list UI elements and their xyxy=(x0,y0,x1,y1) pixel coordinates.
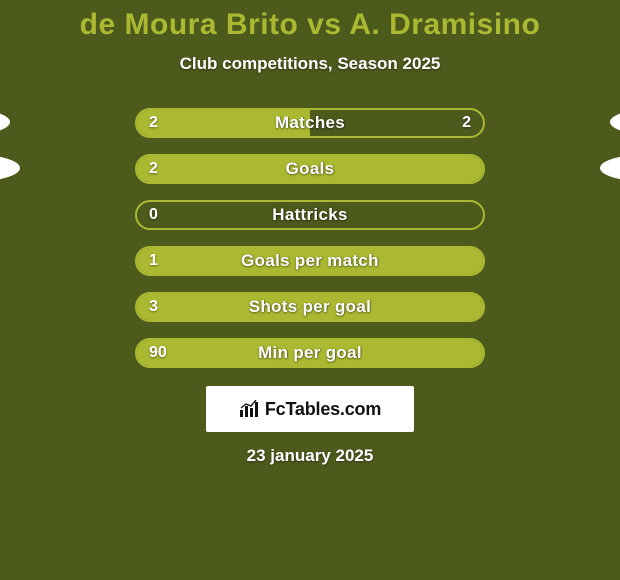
stat-row: 3 Shots per goal xyxy=(0,292,620,322)
stat-row: 0 Hattricks xyxy=(0,200,620,230)
player-left-marker xyxy=(0,154,20,182)
brand-badge: FcTables.com xyxy=(206,386,414,432)
stat-bar: 1 Goals per match xyxy=(135,246,485,276)
stat-label: Goals xyxy=(137,156,483,182)
stat-label: Hattricks xyxy=(137,202,483,228)
page-subtitle: Club competitions, Season 2025 xyxy=(0,54,620,74)
date-label: 23 january 2025 xyxy=(0,446,620,466)
stat-row: 90 Min per goal xyxy=(0,338,620,368)
stat-bar: 0 Hattricks xyxy=(135,200,485,230)
comparison-card: de Moura Brito vs A. Dramisino Club comp… xyxy=(0,0,620,580)
stat-label: Matches xyxy=(137,110,483,136)
stat-row: 2 Goals xyxy=(0,154,620,184)
stats-list: 2 2 Matches 2 Goals 0 Hattricks xyxy=(0,108,620,368)
player-right-marker xyxy=(600,154,620,182)
stat-label: Shots per goal xyxy=(137,294,483,320)
stat-bar: 3 Shots per goal xyxy=(135,292,485,322)
stat-row: 1 Goals per match xyxy=(0,246,620,276)
stat-bar: 90 Min per goal xyxy=(135,338,485,368)
brand-text: FcTables.com xyxy=(265,399,381,420)
stat-label: Min per goal xyxy=(137,340,483,366)
stat-row: 2 2 Matches xyxy=(0,108,620,138)
player-right-marker xyxy=(610,108,620,136)
stat-bar: 2 Goals xyxy=(135,154,485,184)
player-left-marker xyxy=(0,108,10,136)
stat-label: Goals per match xyxy=(137,248,483,274)
page-title: de Moura Brito vs A. Dramisino xyxy=(0,8,620,42)
bar-chart-icon xyxy=(239,400,261,418)
stat-bar: 2 2 Matches xyxy=(135,108,485,138)
